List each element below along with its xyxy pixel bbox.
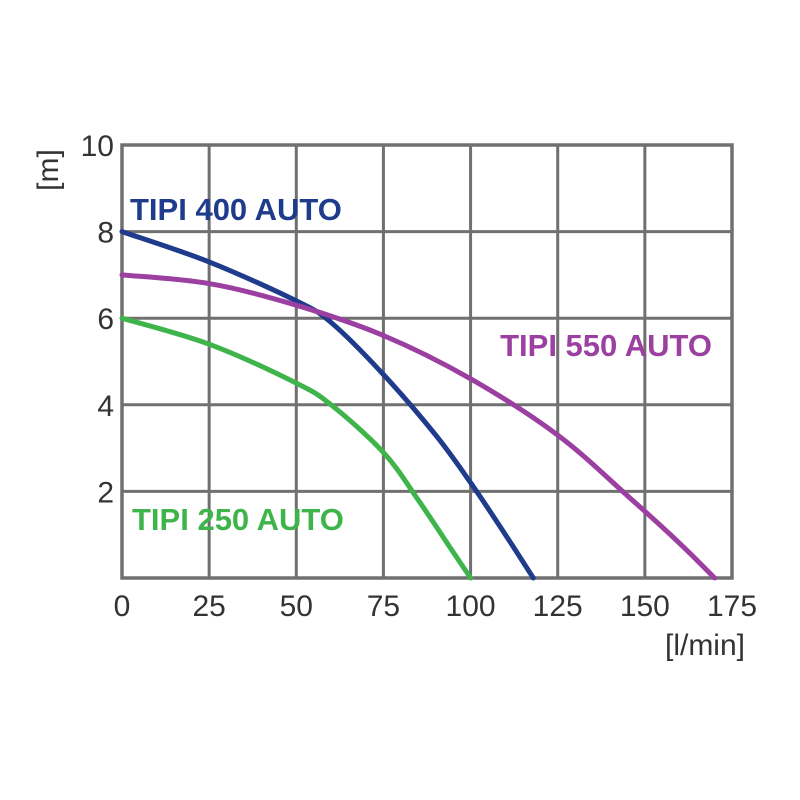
y-axis-ticks: 2 4 6 8 10 bbox=[81, 130, 114, 509]
x-axis-ticks: 0 25 50 75 100 125 150 175 bbox=[114, 590, 757, 623]
series-label-tipi-250-auto: TIPI 250 AUTO bbox=[132, 502, 344, 537]
series-line-tipi-400-auto bbox=[119, 229, 536, 581]
x-axis-unit-label: [l/min] bbox=[665, 629, 745, 662]
x-tick-label: 50 bbox=[280, 590, 313, 623]
series-curves bbox=[119, 229, 718, 581]
x-tick-label: 75 bbox=[367, 590, 400, 623]
y-tick-label: 10 bbox=[81, 130, 114, 163]
x-tick-label: 25 bbox=[192, 590, 225, 623]
x-tick-label: 0 bbox=[114, 590, 131, 623]
series-label-tipi-400-auto: TIPI 400 AUTO bbox=[130, 192, 342, 227]
series-label-tipi-550-auto: TIPI 550 AUTO bbox=[500, 328, 712, 363]
series-line-tipi-550-auto bbox=[119, 272, 718, 581]
y-tick-label: 2 bbox=[97, 476, 114, 509]
x-tick-label: 125 bbox=[533, 590, 583, 623]
series-line-tipi-250-auto bbox=[119, 315, 474, 581]
y-tick-label: 8 bbox=[97, 217, 114, 250]
x-tick-label: 100 bbox=[446, 590, 496, 623]
y-tick-label: 4 bbox=[97, 390, 114, 423]
plot-frame bbox=[120, 143, 734, 580]
series-labels: TIPI 400 AUTO TIPI 550 AUTO TIPI 250 AUTO bbox=[130, 192, 712, 537]
y-axis-unit-label: [m] bbox=[32, 149, 65, 191]
x-tick-label: 175 bbox=[707, 590, 757, 623]
y-tick-label: 6 bbox=[97, 303, 114, 336]
x-tick-label: 150 bbox=[620, 590, 670, 623]
